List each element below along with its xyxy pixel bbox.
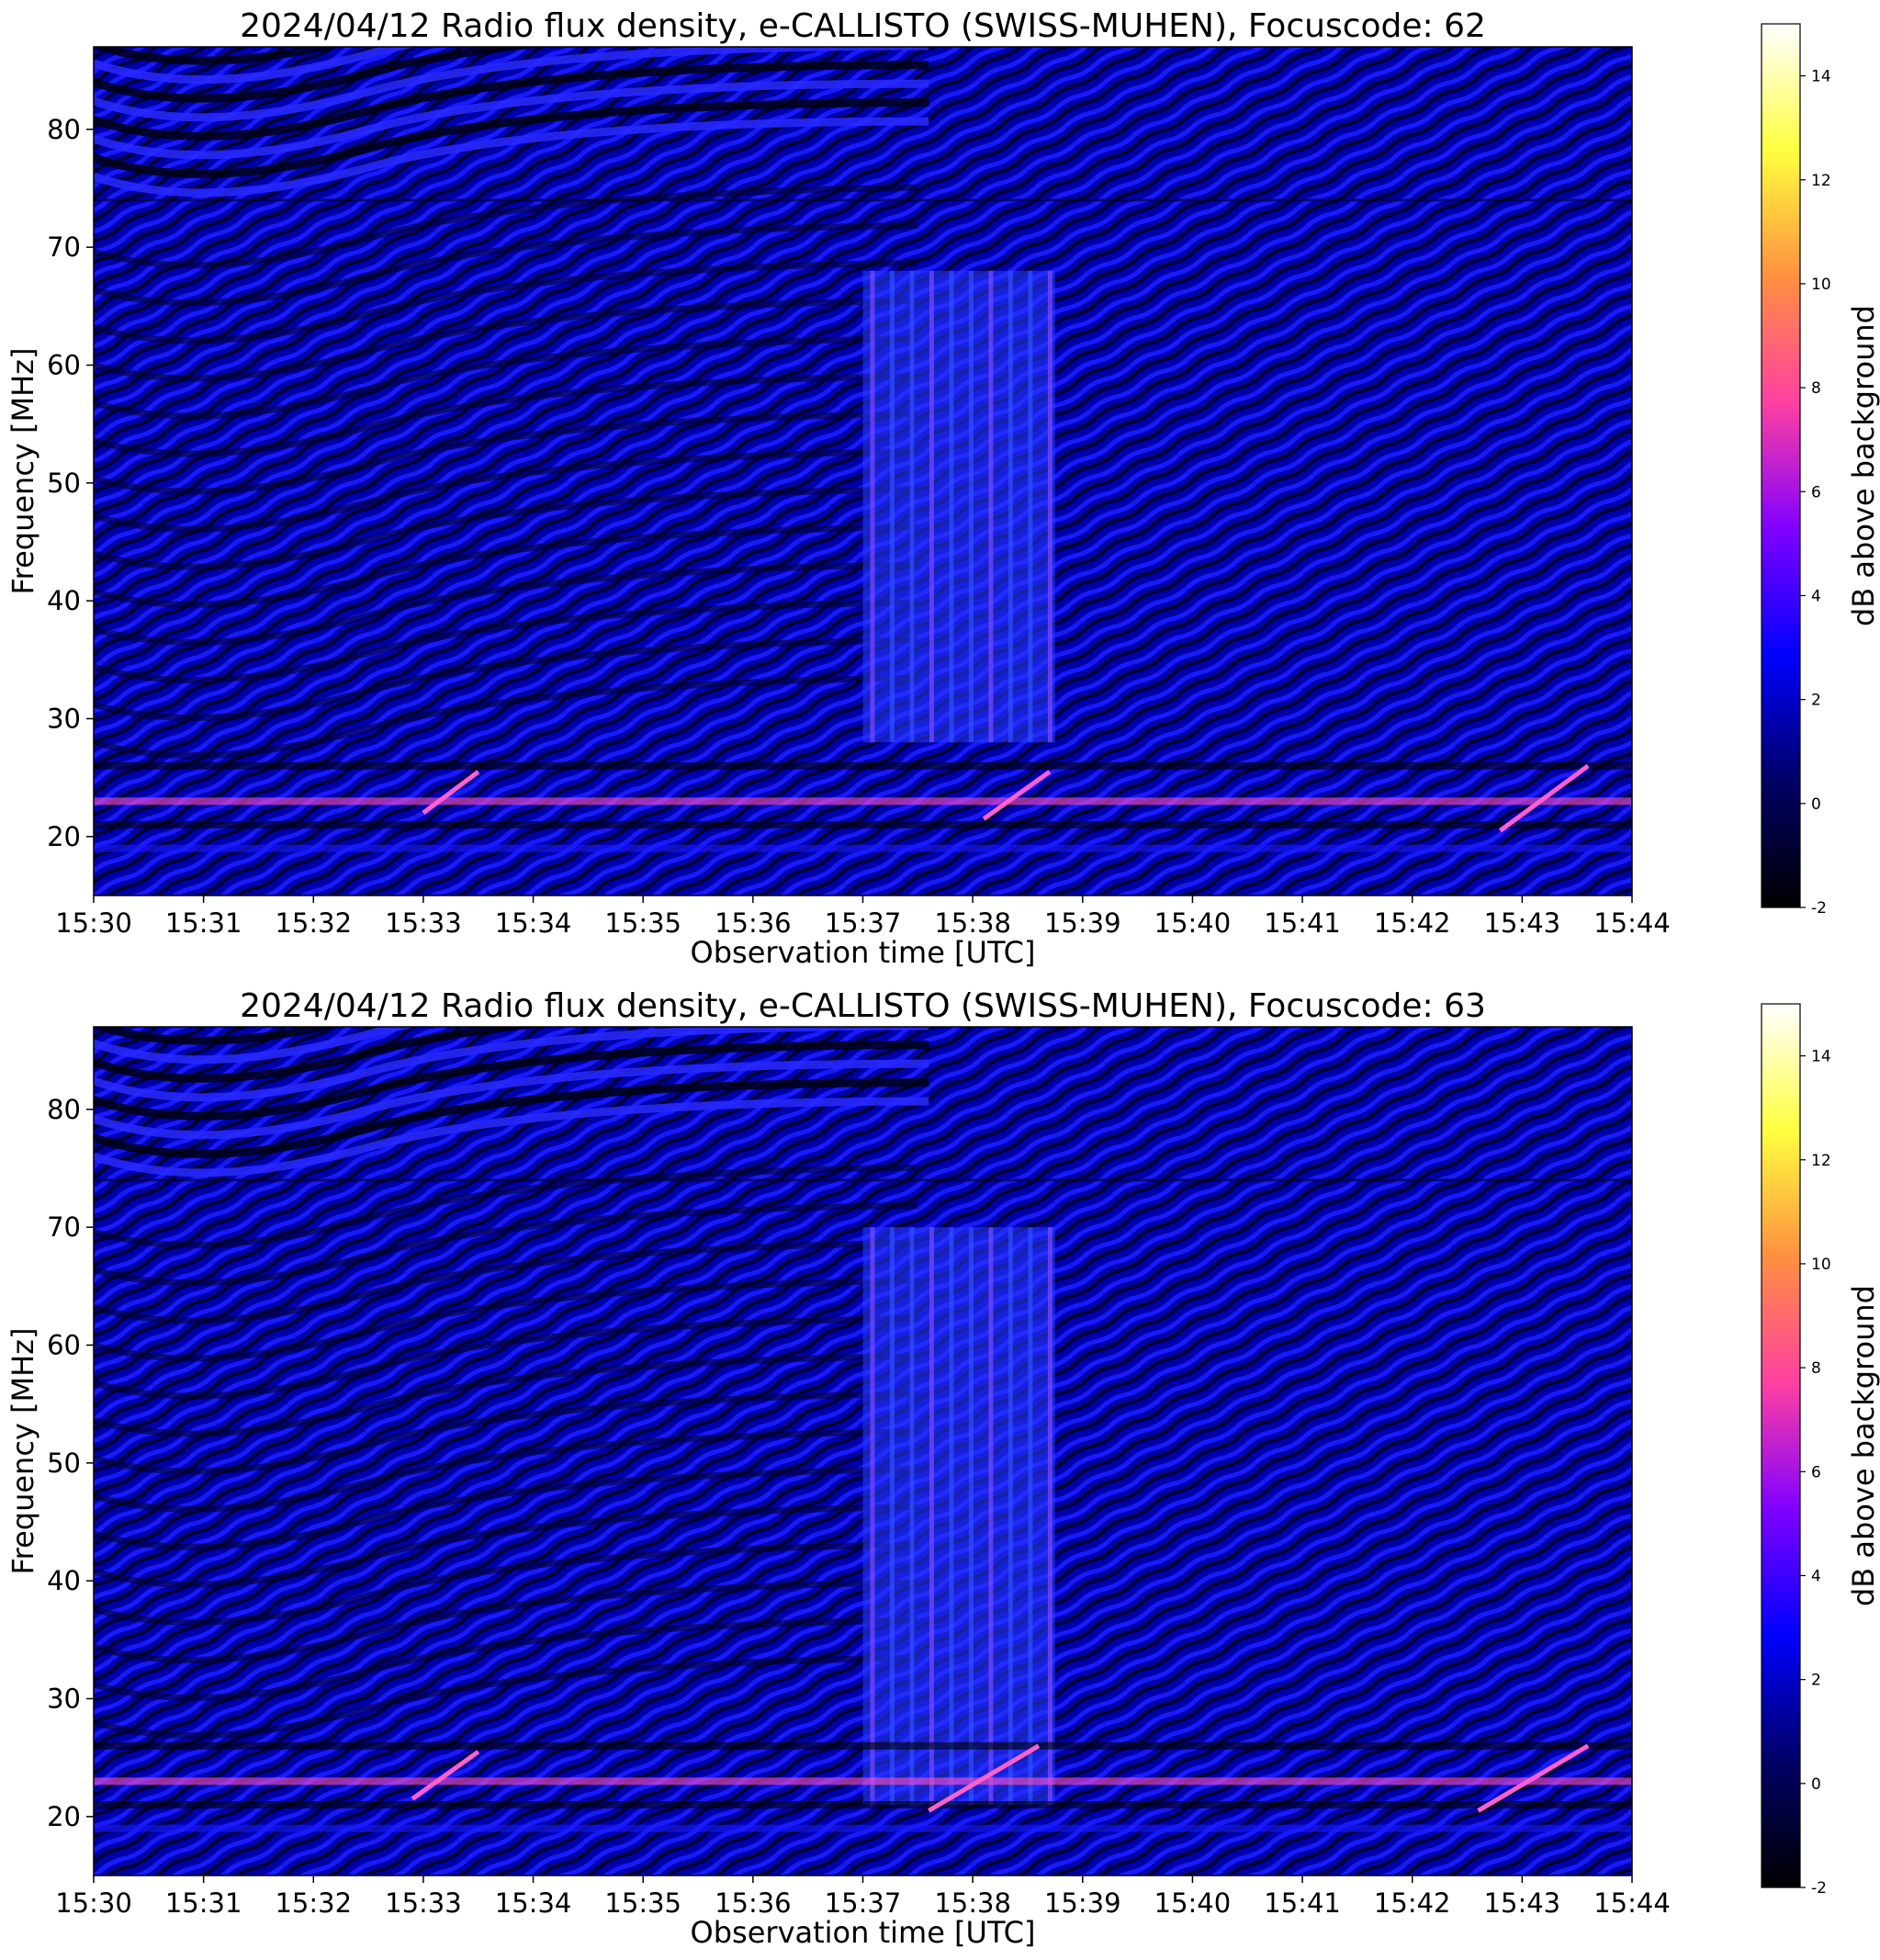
x-axis-label: Observation time [UTC] [691, 935, 1036, 970]
x-tick-label: 15:37 [825, 907, 902, 939]
x-tick-label: 15:39 [1044, 1887, 1121, 1919]
spectrogram-svg-1: 2024/04/12 Radio flux density, e-CALLIST… [6, 7, 1880, 970]
x-axis-label: Observation time [UTC] [691, 1915, 1036, 1950]
y-axis-label: Frequency [MHz] [6, 348, 40, 595]
colorbar-tick-label: 10 [1811, 276, 1831, 294]
drift-segment [928, 1743, 1041, 1813]
colorbar [1761, 23, 1801, 908]
chart-title: 2024/04/12 Radio flux density, e-CALLIST… [240, 7, 1486, 45]
y-tick-label: 20 [47, 1801, 81, 1832]
colorbar-tick-label: 14 [1811, 1048, 1831, 1066]
colorbar-tick-label: 4 [1811, 587, 1821, 605]
x-tick-label: 15:39 [1044, 907, 1121, 939]
spectrogram-svg-2: 2024/04/12 Radio flux density, e-CALLIST… [6, 987, 1880, 1950]
x-tick-label: 15:44 [1593, 1887, 1671, 1919]
y-axis-label: Frequency [MHz] [6, 1328, 40, 1575]
x-tick-label: 15:35 [604, 1887, 681, 1919]
colorbar-tick-label: 6 [1811, 1463, 1821, 1481]
y-tick-label: 50 [47, 1447, 81, 1479]
x-tick-label: 15:33 [385, 907, 462, 939]
x-tick-label: 15:38 [934, 1887, 1011, 1919]
y-tick-label: 70 [47, 1211, 81, 1243]
x-tick-label: 15:32 [275, 1887, 352, 1919]
x-tick-label: 15:30 [55, 907, 132, 939]
y-tick-label: 50 [47, 467, 81, 499]
colorbar-tick-label: 12 [1811, 1152, 1831, 1170]
colorbar-tick-label: 4 [1811, 1567, 1821, 1585]
chart-title: 2024/04/12 Radio flux density, e-CALLIST… [240, 987, 1486, 1025]
y-tick-label: 40 [47, 1565, 81, 1596]
y-tick-label: 30 [47, 704, 81, 735]
y-tick-label: 80 [47, 1094, 81, 1125]
x-tick-label: 15:31 [165, 1887, 242, 1919]
x-tick-label: 15:30 [55, 1887, 132, 1919]
x-tick-label: 15:41 [1264, 1887, 1341, 1919]
drift-segment [411, 1750, 480, 1801]
colorbar-tick-label: 6 [1811, 483, 1821, 501]
colorbar-tick-label: -2 [1811, 899, 1827, 918]
x-tick-label: 15:40 [1154, 907, 1232, 939]
drift-segment [422, 770, 480, 816]
x-tick-label: 15:43 [1484, 1887, 1561, 1919]
x-tick-label: 15:36 [715, 1887, 792, 1919]
colorbar-tick-label: -2 [1811, 1879, 1827, 1898]
y-tick-label: 80 [47, 114, 81, 145]
colorbar-tick-label: 0 [1811, 1775, 1821, 1794]
x-tick-label: 15:37 [825, 1887, 902, 1919]
x-tick-label: 15:35 [604, 907, 681, 939]
drift-segment [1477, 1743, 1590, 1813]
spectrogram-panel-2: 2024/04/12 Radio flux density, e-CALLIST… [0, 980, 1880, 1960]
spectrogram-image [94, 47, 1632, 896]
x-tick-label: 15:43 [1484, 907, 1561, 939]
y-tick-label: 70 [47, 231, 81, 263]
x-tick-label: 15:34 [495, 1887, 572, 1919]
x-tick-label: 15:34 [495, 907, 572, 939]
colorbar-tick-label: 8 [1811, 379, 1821, 398]
y-tick-label: 30 [47, 1684, 81, 1715]
colorbar-tick-label: 2 [1811, 692, 1821, 710]
drift-segment [982, 770, 1052, 821]
x-tick-label: 15:42 [1374, 907, 1451, 939]
colorbar-tick-label: 0 [1811, 795, 1821, 814]
x-tick-label: 15:42 [1374, 1887, 1451, 1919]
x-tick-label: 15:41 [1264, 907, 1341, 939]
spectrogram-image [94, 1027, 1632, 1876]
colorbar-tick-label: 2 [1811, 1672, 1821, 1690]
colorbar-tick-label: 8 [1811, 1359, 1821, 1378]
spectrogram-panel-1: 2024/04/12 Radio flux density, e-CALLIST… [6, 7, 1880, 970]
colorbar-label: dB above background [1846, 305, 1880, 626]
x-tick-label: 15:32 [275, 907, 352, 939]
x-tick-label: 15:36 [715, 907, 792, 939]
colorbar [1761, 1003, 1801, 1888]
colorbar-tick-label: 10 [1811, 1256, 1831, 1274]
colorbar-label: dB above background [1846, 1285, 1880, 1606]
y-tick-label: 20 [47, 821, 81, 852]
x-tick-label: 15:33 [385, 1887, 462, 1919]
x-tick-label: 15:40 [1154, 1887, 1232, 1919]
colorbar-tick-label: 14 [1811, 68, 1831, 86]
colorbar-tick-label: 12 [1811, 172, 1831, 190]
y-tick-label: 60 [47, 1330, 81, 1361]
y-tick-label: 40 [47, 585, 81, 616]
x-tick-label: 15:38 [934, 907, 1011, 939]
y-tick-label: 60 [47, 350, 81, 381]
drift-segment [1498, 763, 1590, 833]
x-tick-label: 15:31 [165, 907, 242, 939]
x-tick-label: 15:44 [1593, 907, 1671, 939]
